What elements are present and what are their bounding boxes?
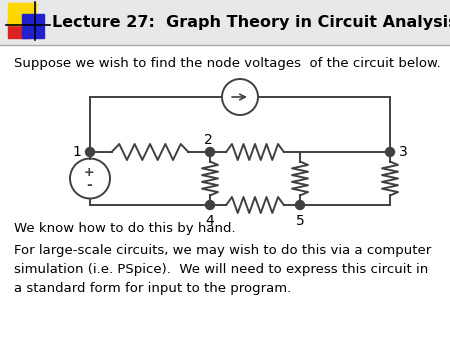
- Bar: [22, 14, 44, 38]
- Text: For large-scale circuits, we may wish to do this via a computer
simulation (i.e.: For large-scale circuits, we may wish to…: [14, 244, 431, 295]
- Circle shape: [296, 200, 305, 210]
- Text: -: -: [86, 178, 92, 193]
- Text: Suppose we wish to find the node voltages  of the circuit below.: Suppose we wish to find the node voltage…: [14, 57, 441, 70]
- Circle shape: [86, 147, 94, 156]
- Text: 3: 3: [399, 145, 407, 159]
- Text: 4: 4: [206, 214, 214, 228]
- Circle shape: [206, 200, 215, 210]
- Bar: [8, 3, 36, 25]
- Text: 2: 2: [203, 133, 212, 147]
- Bar: [8, 20, 30, 38]
- Circle shape: [386, 147, 395, 156]
- Text: 1: 1: [72, 145, 81, 159]
- Circle shape: [206, 147, 215, 156]
- Text: We know how to do this by hand.: We know how to do this by hand.: [14, 222, 236, 235]
- Bar: [0, 0, 450, 45]
- Text: Lecture 27:  Graph Theory in Circuit Analysis: Lecture 27: Graph Theory in Circuit Anal…: [52, 15, 450, 29]
- Text: 5: 5: [296, 214, 304, 228]
- Text: +: +: [84, 166, 94, 179]
